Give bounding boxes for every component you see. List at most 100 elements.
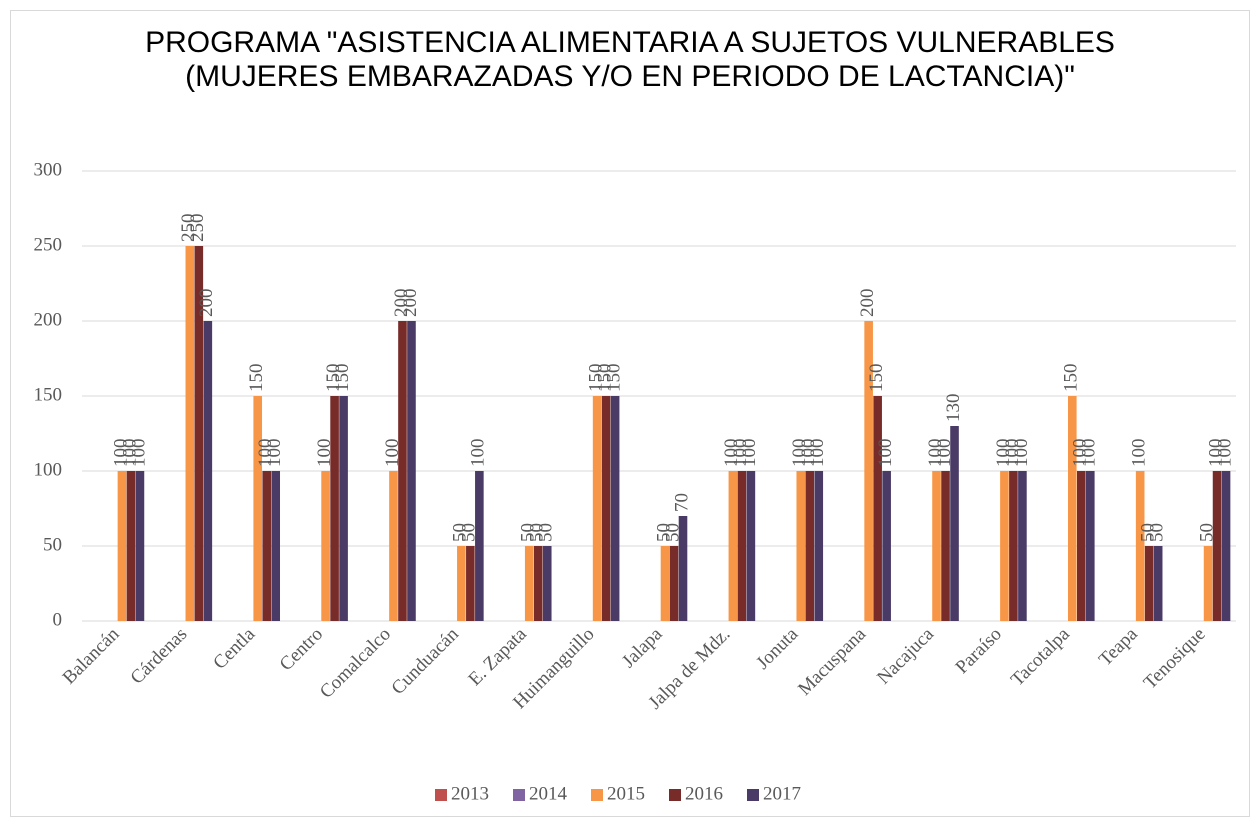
y-tick-label: 200 xyxy=(34,309,63,330)
bar xyxy=(669,546,679,621)
y-tick-label: 0 xyxy=(53,609,63,630)
bar xyxy=(203,321,213,621)
bar xyxy=(1067,396,1077,621)
bar xyxy=(117,471,127,621)
bar xyxy=(126,471,136,621)
data-label: 100 xyxy=(807,439,828,468)
chart-title: PROGRAMA "ASISTENCIA ALIMENTARIA A SUJET… xyxy=(145,26,1115,93)
data-label: 100 xyxy=(934,439,955,468)
data-label: 100 xyxy=(264,439,285,468)
y-tick-label: 50 xyxy=(43,534,62,555)
legend-swatch xyxy=(435,789,447,801)
bar xyxy=(185,246,195,621)
legend-label: 2016 xyxy=(685,783,723,804)
bar xyxy=(950,426,959,621)
data-label: 100 xyxy=(1070,439,1091,468)
data-label: 200 xyxy=(857,289,878,318)
bar xyxy=(728,471,738,621)
data-label: 100 xyxy=(875,439,896,468)
bar xyxy=(524,546,534,621)
data-label: 130 xyxy=(943,394,964,423)
data-label: 100 xyxy=(314,439,335,468)
data-label: 100 xyxy=(730,439,751,468)
bar xyxy=(932,471,941,621)
bar xyxy=(796,471,806,621)
data-label: 100 xyxy=(789,439,810,468)
data-label: 100 xyxy=(721,439,742,468)
legend-label: 2015 xyxy=(607,783,645,804)
data-label: 50 xyxy=(1147,523,1168,542)
bar xyxy=(135,471,145,621)
data-label: 100 xyxy=(1205,439,1226,468)
data-label: 150 xyxy=(332,364,353,393)
bar xyxy=(746,471,756,621)
bar xyxy=(339,396,348,621)
bar xyxy=(262,471,272,621)
bar xyxy=(330,396,339,621)
y-tick-label: 250 xyxy=(34,234,63,255)
data-label: 100 xyxy=(1079,439,1100,468)
bar xyxy=(1144,546,1154,621)
y-tick-label: 150 xyxy=(34,384,63,405)
legend-label: 2013 xyxy=(451,783,489,804)
data-label: 150 xyxy=(585,364,606,393)
data-label: 50 xyxy=(536,523,557,542)
data-label: 200 xyxy=(391,289,412,318)
data-label: 100 xyxy=(1011,439,1032,468)
data-label: 70 xyxy=(671,493,692,512)
bar xyxy=(398,321,407,621)
bar xyxy=(601,396,611,621)
data-label: 100 xyxy=(110,439,131,468)
bar xyxy=(660,546,670,621)
bar xyxy=(389,471,398,621)
data-label: 50 xyxy=(527,523,548,542)
bar xyxy=(737,471,747,621)
data-label: 100 xyxy=(993,439,1014,468)
data-label: 100 xyxy=(1129,439,1150,468)
bar xyxy=(1135,471,1145,621)
bar xyxy=(1000,471,1009,621)
bar xyxy=(321,471,330,621)
bar xyxy=(457,546,466,621)
data-label: 100 xyxy=(128,439,149,468)
bar xyxy=(475,471,484,621)
bar xyxy=(678,516,688,621)
data-label: 50 xyxy=(450,523,471,542)
bar xyxy=(194,246,204,621)
bar xyxy=(407,321,416,621)
bar xyxy=(805,471,815,621)
bar xyxy=(864,321,873,621)
bar xyxy=(814,471,824,621)
data-label: 100 xyxy=(739,439,760,468)
legend-swatch xyxy=(591,789,603,801)
bar xyxy=(1203,546,1213,621)
bar xyxy=(873,396,882,621)
bar xyxy=(1009,471,1018,621)
bar xyxy=(542,546,552,621)
data-label: 50 xyxy=(1138,523,1159,542)
data-label: 100 xyxy=(468,439,489,468)
data-label: 250 xyxy=(178,214,199,243)
data-label: 50 xyxy=(653,523,674,542)
y-tick-label: 100 xyxy=(34,459,63,480)
legend-swatch xyxy=(669,789,681,801)
data-label: 100 xyxy=(255,439,276,468)
bar xyxy=(466,546,475,621)
data-label: 50 xyxy=(1196,523,1217,542)
data-label: 50 xyxy=(662,523,683,542)
bar xyxy=(1212,471,1222,621)
data-label: 100 xyxy=(925,439,946,468)
bar xyxy=(941,471,950,621)
data-label: 150 xyxy=(594,364,615,393)
data-label: 50 xyxy=(518,523,539,542)
bar xyxy=(271,471,281,621)
bar xyxy=(1153,546,1163,621)
data-label: 150 xyxy=(1061,364,1082,393)
data-label: 150 xyxy=(603,364,624,393)
legend-label: 2014 xyxy=(529,783,568,804)
data-label: 150 xyxy=(323,364,344,393)
chart-border xyxy=(10,10,1250,817)
bar xyxy=(610,396,620,621)
